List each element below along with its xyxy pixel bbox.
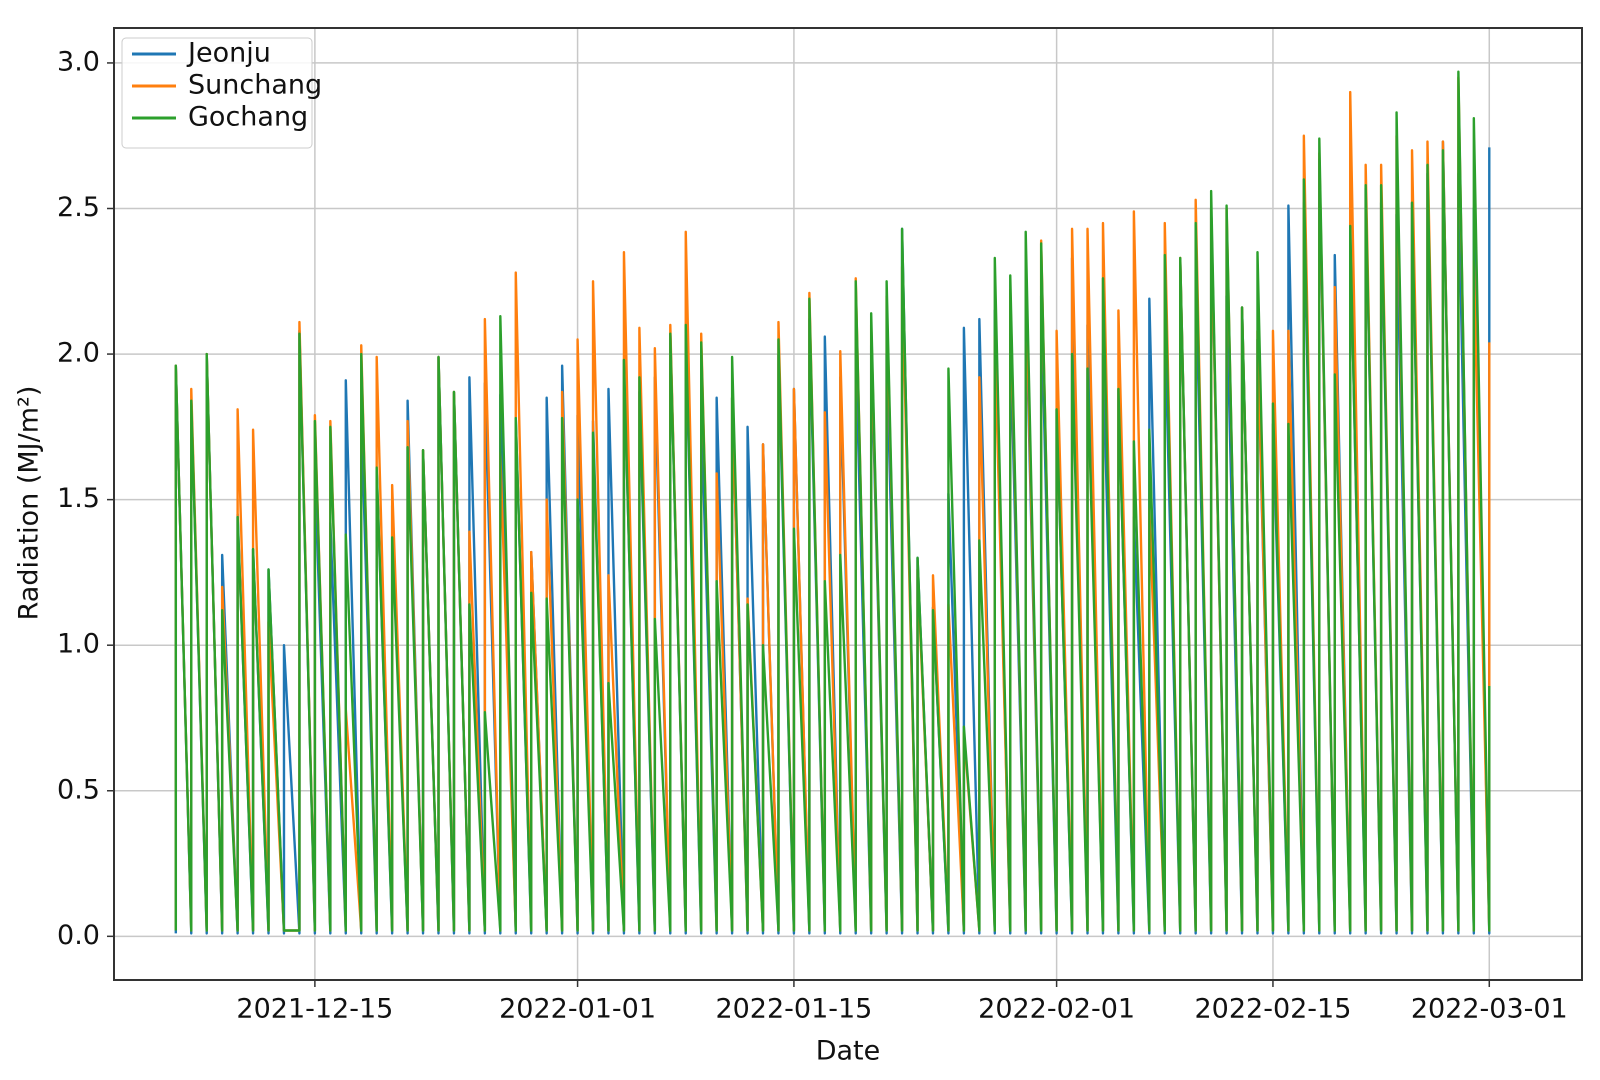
x-tick-label: 2021-12-15: [236, 994, 393, 1025]
x-axis-label: Date: [816, 1036, 881, 1067]
x-tick-label: 2022-03-01: [1411, 994, 1568, 1025]
y-tick-label: 1.5: [57, 483, 100, 514]
y-tick-label: 1.0: [57, 629, 100, 660]
line-series: [174, 70, 1491, 932]
y-tick-label: 2.5: [57, 192, 100, 223]
legend-box: [121, 37, 313, 149]
x-tick-label: 2022-02-15: [1194, 994, 1351, 1025]
y-tick-label: 3.0: [57, 46, 100, 77]
x-tick-label: 2022-01-15: [715, 994, 872, 1025]
x-tick-label: 2022-02-01: [978, 994, 1135, 1025]
y-tick-label: 0.0: [57, 920, 100, 951]
y-tick-label: 2.0: [57, 338, 100, 369]
legend-label: Sunchang: [188, 70, 322, 101]
legend-label: Gochang: [188, 102, 308, 133]
plot-frame: [113, 27, 1583, 981]
y-tick-label: 0.5: [57, 774, 100, 805]
legend-label: Jeonju: [186, 38, 271, 69]
y-axis-label: Radiation (MJ/m²): [14, 386, 45, 621]
x-tick-label: 2022-01-01: [499, 994, 656, 1025]
